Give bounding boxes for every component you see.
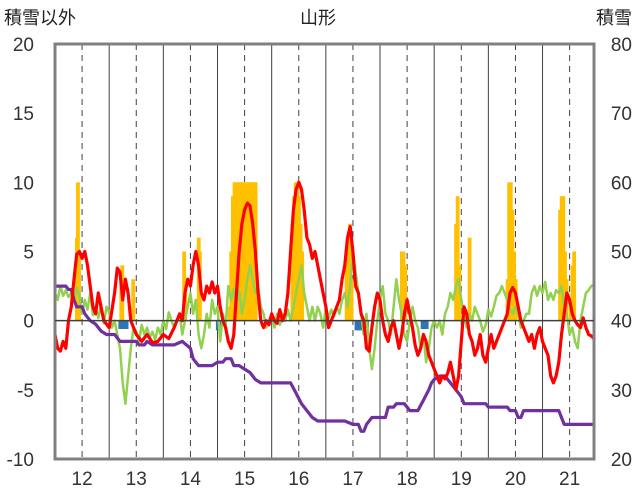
line-series-1 — [53, 250, 596, 405]
x-tick-label: 14 — [180, 469, 202, 490]
negative-bar — [420, 320, 425, 329]
line-series-group — [53, 180, 596, 433]
negative-bar — [122, 320, 127, 329]
left-y-tick-label: 10 — [13, 173, 34, 194]
x-tick-label: 19 — [451, 469, 472, 490]
negative-bar — [124, 320, 129, 329]
negative-bar — [118, 320, 123, 329]
left-y-tick-label: -10 — [7, 450, 34, 471]
left-y-axis-ticks: -10 -5 0 5 10 15 20 — [7, 35, 34, 471]
left-y-tick-label: 15 — [13, 104, 34, 125]
negative-bar — [356, 320, 361, 331]
negative-bar — [425, 320, 429, 329]
left-y-tick-label: -5 — [17, 381, 34, 402]
left-y-tick-label: 0 — [23, 312, 34, 333]
snowfall-bar — [467, 237, 472, 321]
plot-border — [53, 42, 596, 461]
snowfall-bar — [300, 251, 305, 321]
x-tick-label: 13 — [126, 469, 147, 490]
right-y-tick-label: 20 — [611, 450, 632, 471]
x-tick-label: 17 — [342, 469, 363, 490]
snowfall-bar — [77, 251, 81, 321]
right-y-tick-label: 70 — [611, 104, 632, 125]
x-tick-label: 21 — [559, 469, 580, 490]
snowfall-bar — [182, 251, 187, 321]
snowfall-bar — [349, 279, 354, 321]
x-axis-ticks: 12 13 14 15 16 17 18 19 20 21 — [72, 469, 581, 490]
x-tick-label: 15 — [234, 469, 255, 490]
left-axis-title: 積雪以外 — [4, 8, 76, 29]
x-tick-label: 18 — [397, 469, 418, 490]
plot-frame — [53, 42, 596, 461]
left-y-tick-label: 5 — [23, 243, 34, 264]
line-series-2 — [53, 284, 596, 433]
snowfall-bar — [403, 265, 408, 321]
left-y-tick-label: 20 — [13, 35, 34, 56]
snowfall-bar — [347, 223, 352, 321]
chart-title: 山形 — [300, 8, 336, 29]
grid — [81, 44, 571, 459]
right-y-tick-label: 40 — [611, 312, 632, 333]
x-tick-label: 16 — [288, 469, 309, 490]
negative-bar — [358, 320, 363, 331]
snowfall-bar — [131, 279, 136, 321]
right-axis-title: 積雪 — [596, 8, 632, 29]
negative-bar — [422, 320, 427, 329]
right-y-tick-label: 30 — [611, 381, 632, 402]
right-y-tick-label: 50 — [611, 243, 632, 264]
right-y-tick-label: 80 — [611, 35, 632, 56]
right-y-tick-label: 60 — [611, 173, 632, 194]
x-tick-label: 20 — [505, 469, 526, 490]
right-y-axis-ticks: 20 30 40 50 60 70 80 — [611, 35, 632, 471]
snowfall-bar — [572, 251, 577, 321]
negative-bar — [120, 320, 125, 329]
line-series-0 — [53, 180, 596, 392]
snowfall-bar — [455, 196, 460, 321]
negative-bar — [354, 320, 359, 331]
x-tick-label: 12 — [72, 469, 93, 490]
